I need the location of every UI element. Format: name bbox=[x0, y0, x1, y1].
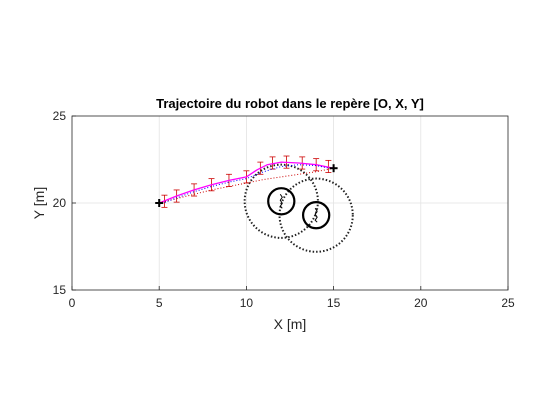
chart-title: Trajectoire du robot dans le repère [O, … bbox=[156, 96, 424, 111]
x-axis-label: X [m] bbox=[274, 316, 307, 332]
x-tick-label: 5 bbox=[156, 296, 163, 310]
x-tick-label: 0 bbox=[69, 296, 76, 310]
y-tick-label: 20 bbox=[53, 196, 67, 210]
x-tick-label: 15 bbox=[327, 296, 341, 310]
x-tick-label: 10 bbox=[240, 296, 254, 310]
x-tick-label: 25 bbox=[501, 296, 515, 310]
y-tick-label: 25 bbox=[53, 109, 67, 123]
y-axis-label: Y [m] bbox=[31, 187, 47, 219]
y-tick-label: 15 bbox=[53, 283, 67, 297]
x-tick-label: 20 bbox=[414, 296, 428, 310]
